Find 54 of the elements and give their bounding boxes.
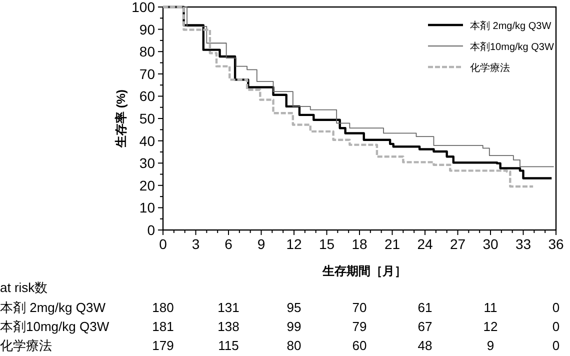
text: 12: [483, 319, 498, 334]
text: 67: [418, 319, 432, 334]
text: 70: [352, 300, 367, 315]
text: 138: [218, 319, 240, 334]
text: 9: [486, 338, 494, 353]
x-tick-label: 18: [352, 236, 368, 252]
text: 80: [286, 338, 302, 353]
y-tick-label: 50: [139, 110, 156, 126]
legend-label: 化学療法: [470, 62, 510, 74]
text: 0: [552, 319, 560, 334]
text: 180: [152, 300, 174, 315]
text: 115: [218, 338, 239, 353]
x-axis-title: 生存期間［月］: [322, 264, 406, 278]
text: 95: [286, 300, 302, 315]
text: 179: [152, 338, 174, 353]
y-axis-title: 生存率 (%): [114, 90, 128, 148]
text: 0: [552, 338, 560, 353]
text: 60: [352, 338, 367, 353]
text: 化学療法: [0, 338, 52, 353]
text: 99: [286, 319, 302, 334]
x-tick-label: 15: [318, 236, 335, 252]
text: 0: [552, 300, 560, 315]
x-tick-label: 9: [257, 236, 266, 252]
text: 48: [418, 338, 432, 353]
y-tick-label: 10: [139, 200, 156, 216]
x-tick-label: 24: [417, 236, 433, 252]
y-tick-label: 30: [139, 155, 156, 172]
x-tick-label: 27: [450, 236, 466, 252]
text: 131: [218, 300, 240, 315]
text: 79: [352, 319, 367, 334]
y-tick-label: 40: [139, 132, 156, 149]
x-tick-label: 36: [548, 236, 564, 252]
legend-label: 本剤 2mg/kg Q3W: [470, 20, 552, 32]
y-tick-label: 0: [147, 222, 156, 238]
x-tick-label: 0: [159, 236, 168, 252]
y-tick-label: 70: [139, 66, 156, 82]
text: 61: [418, 300, 432, 315]
legend-label: 本剤10mg/kg Q3W: [470, 41, 554, 53]
x-tick-label: 3: [192, 236, 200, 252]
x-tick-label: 6: [224, 236, 233, 252]
text: 本剤10mg/kg Q3W: [0, 319, 110, 334]
x-tick-label: 30: [482, 236, 498, 252]
text: 本剤 2mg/kg Q3W: [0, 300, 106, 315]
x-tick-label: 21: [384, 236, 400, 252]
y-tick-label: 80: [139, 44, 156, 60]
y-tick-label: 20: [139, 177, 156, 194]
y-tick-label: 100: [132, 0, 156, 15]
text: 11: [484, 300, 498, 315]
text: 181: [152, 319, 174, 334]
y-tick-label: 90: [139, 21, 156, 38]
y-tick-label: 60: [139, 88, 156, 104]
text: at risk数: [0, 280, 48, 295]
x-tick-label: 12: [286, 236, 302, 252]
x-tick-label: 33: [515, 236, 532, 252]
